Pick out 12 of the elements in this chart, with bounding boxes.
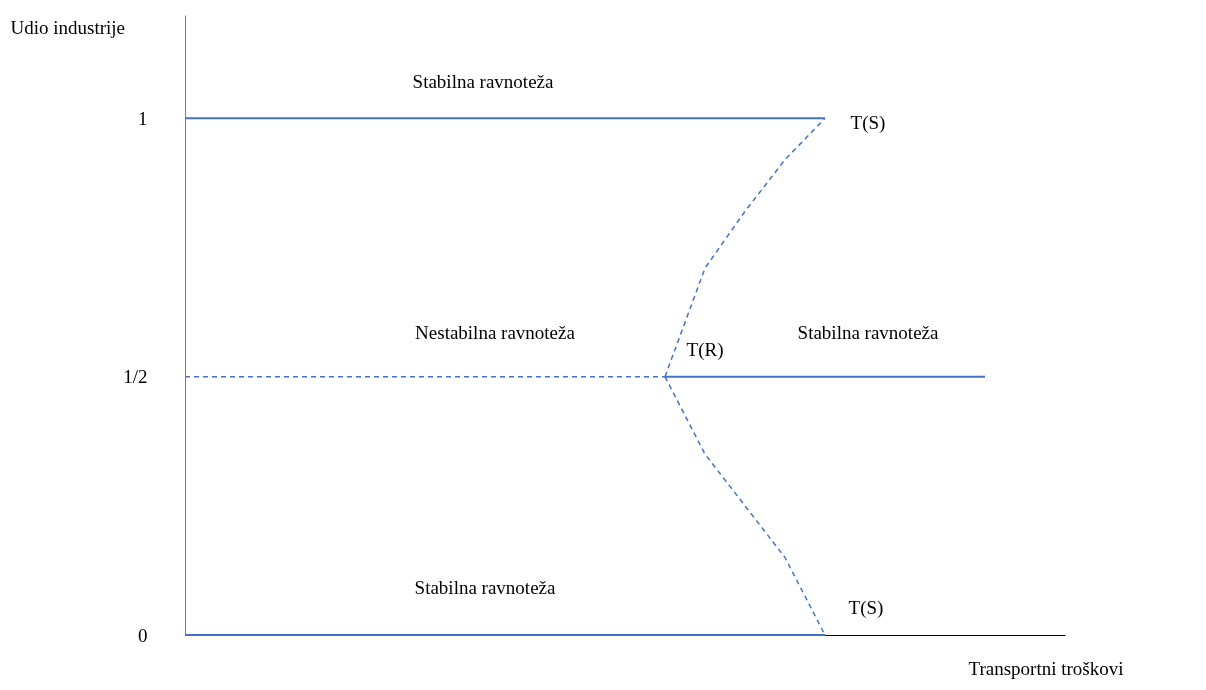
annotation: Stabilna ravnoteža	[412, 71, 554, 92]
annotation: Stabilna ravnoteža	[797, 322, 939, 343]
annotation: Stabilna ravnoteža	[414, 577, 556, 598]
x-axis-title: Transportni troškovi	[968, 657, 1124, 679]
y-tick-label: 1	[138, 107, 148, 129]
annotation: T(S)	[850, 112, 886, 134]
y-axis-title: Udio industrije	[10, 16, 126, 38]
annotation: Nestabilna ravnoteža	[415, 322, 576, 343]
y-tick-label: 1/2	[123, 366, 148, 388]
y-tick-label: 0	[138, 624, 148, 646]
annotation: T(R)	[686, 339, 724, 361]
annotation: T(S)	[848, 597, 884, 619]
